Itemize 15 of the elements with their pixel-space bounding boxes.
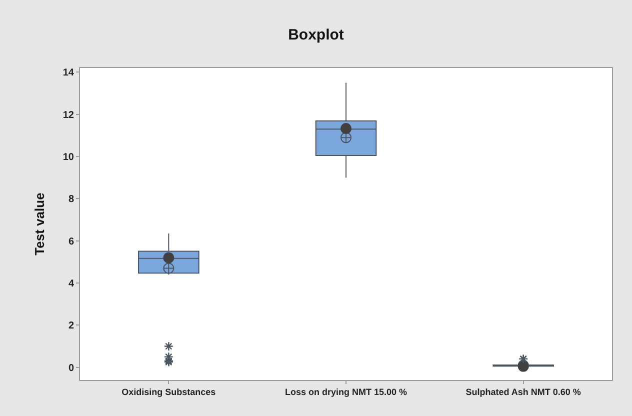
y-tick-label: 12 (62, 110, 74, 121)
x-tick-label: Oxidising Substances (122, 386, 216, 397)
y-tick-label: 2 (68, 320, 74, 332)
y-axis-title: Test value (32, 192, 47, 256)
y-tick-label: 14 (62, 68, 74, 79)
x-tick-label: Loss on drying NMT 15.00 % (284, 386, 408, 397)
y-tick-label: 8 (68, 194, 74, 206)
y-tick-label: 6 (68, 236, 74, 248)
y-tick-label: 0 (68, 362, 74, 374)
y-tick-label: 10 (62, 152, 74, 164)
point (340, 123, 352, 134)
chart-title: Boxplot (288, 26, 344, 44)
y-tick-label: 4 (68, 278, 74, 290)
x-tick-label: Sulphated Ash NMT 0.60 % (466, 386, 581, 397)
point (163, 252, 174, 264)
